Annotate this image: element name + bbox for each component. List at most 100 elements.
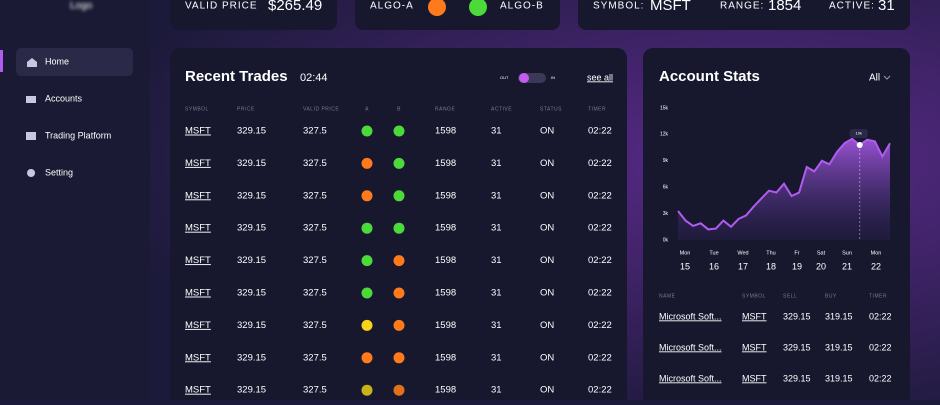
symbol-link[interactable]: MSFT: [185, 190, 211, 201]
cell[interactable]: Microsoft Soft...: [659, 373, 722, 383]
column-header: BUY: [825, 293, 837, 299]
card: [578, 0, 910, 30]
cell: 329.15: [237, 385, 266, 396]
cell: 329.15: [237, 352, 266, 363]
cell: ON: [540, 288, 554, 299]
x-day-label: Fr: [794, 250, 799, 256]
cell: 1598: [435, 288, 456, 299]
cell: 329.15: [237, 320, 266, 331]
status-dot: [361, 319, 373, 331]
cell[interactable]: Microsoft Soft...: [659, 311, 722, 321]
y-tick-label: 3k: [663, 211, 669, 217]
cell: 319.15: [825, 311, 853, 321]
status-dot: [361, 287, 373, 299]
column-header: A: [365, 106, 369, 112]
cell: 31: [491, 352, 502, 363]
y-tick-label: 0k: [663, 237, 669, 243]
status-dot: [393, 222, 405, 234]
cell: 02:22: [588, 320, 612, 331]
cell: 327.5: [303, 126, 327, 137]
nav-icon: [26, 96, 36, 103]
column-header: TIMER: [869, 293, 887, 299]
tooltip-bg: [849, 128, 868, 138]
tooltip-point: [856, 141, 863, 148]
symbol-link[interactable]: MSFT: [185, 288, 211, 299]
x-date-label: 15: [680, 261, 690, 271]
label: SYMBOL:: [593, 1, 644, 12]
cell: 327.5: [303, 190, 327, 201]
status-dot: [361, 222, 373, 234]
card: [170, 0, 337, 30]
status-dot: [361, 384, 373, 396]
status-dot: [361, 157, 373, 169]
column-header: ACTIVE: [491, 106, 512, 112]
nav-item[interactable]: Trading Platform: [45, 130, 111, 140]
cell: 327.5: [303, 288, 327, 299]
nav-active-bg: [16, 48, 133, 76]
cell: 31: [491, 158, 502, 169]
cell[interactable]: MSFT: [742, 342, 767, 352]
symbol-link[interactable]: MSFT: [185, 320, 211, 331]
nav-icon: [27, 169, 36, 177]
cell: 31: [491, 126, 502, 137]
cell: 31: [491, 288, 502, 299]
cell[interactable]: MSFT: [742, 311, 767, 321]
symbol-link[interactable]: MSFT: [185, 223, 211, 234]
label: ALGO-B: [500, 1, 544, 12]
cell: ON: [540, 126, 554, 137]
value: 31: [878, 0, 895, 14]
value: 1854: [768, 0, 801, 14]
cell: 329.15: [783, 311, 811, 321]
column-header: STATUS: [540, 106, 562, 112]
cell[interactable]: Microsoft Soft...: [659, 342, 722, 352]
status-dot: [361, 190, 373, 202]
see-all-link[interactable]: see all: [587, 72, 613, 82]
panel-title: Account Stats: [659, 68, 760, 85]
cell: 02:22: [588, 223, 612, 234]
cell: 31: [491, 320, 502, 331]
y-tick-label: 6k: [663, 185, 669, 191]
x-date-label: 17: [738, 261, 748, 271]
cell: 1598: [435, 190, 456, 201]
cell: 31: [491, 385, 502, 396]
cell[interactable]: MSFT: [742, 373, 767, 383]
cell: 02:22: [869, 373, 892, 383]
cell: 02:22: [588, 385, 612, 396]
filter-dropdown[interactable]: All: [869, 73, 880, 84]
cell: 329.15: [237, 158, 266, 169]
label: RANGE:: [720, 1, 764, 12]
cell: 1598: [435, 352, 456, 363]
panel-title: Recent Trades: [185, 68, 288, 85]
value: MSFT: [650, 0, 691, 14]
cell: 327.5: [303, 223, 327, 234]
symbol-link[interactable]: MSFT: [185, 255, 211, 266]
algo-b-indicator: [469, 0, 487, 16]
status-dot: [393, 255, 405, 267]
nav-icon: [27, 58, 37, 67]
tooltip: 10k: [855, 131, 861, 136]
cell: 327.5: [303, 385, 327, 396]
cell: 02:22: [869, 311, 892, 321]
nav-item[interactable]: Accounts: [45, 93, 83, 103]
toggle-label: OUT: [500, 75, 509, 80]
cell: 319.15: [825, 342, 853, 352]
status-dot: [393, 319, 405, 331]
nav-item[interactable]: Setting: [45, 167, 73, 177]
x-date-label: 18: [766, 261, 776, 271]
column-header: PRICE: [237, 106, 255, 112]
x-day-label: Thu: [766, 250, 775, 256]
x-day-label: Tue: [709, 250, 718, 256]
symbol-link[interactable]: MSFT: [185, 158, 211, 169]
symbol-link[interactable]: MSFT: [185, 352, 211, 363]
symbol-link[interactable]: MSFT: [185, 126, 211, 137]
value: $265.49: [268, 0, 322, 14]
column-header: B: [397, 106, 401, 112]
cell: 329.15: [237, 288, 266, 299]
symbol-link[interactable]: MSFT: [185, 385, 211, 396]
area-line: [677, 137, 891, 231]
cell: 329.15: [237, 190, 266, 201]
nav-item[interactable]: Home: [45, 56, 69, 66]
cell: 327.5: [303, 320, 327, 331]
